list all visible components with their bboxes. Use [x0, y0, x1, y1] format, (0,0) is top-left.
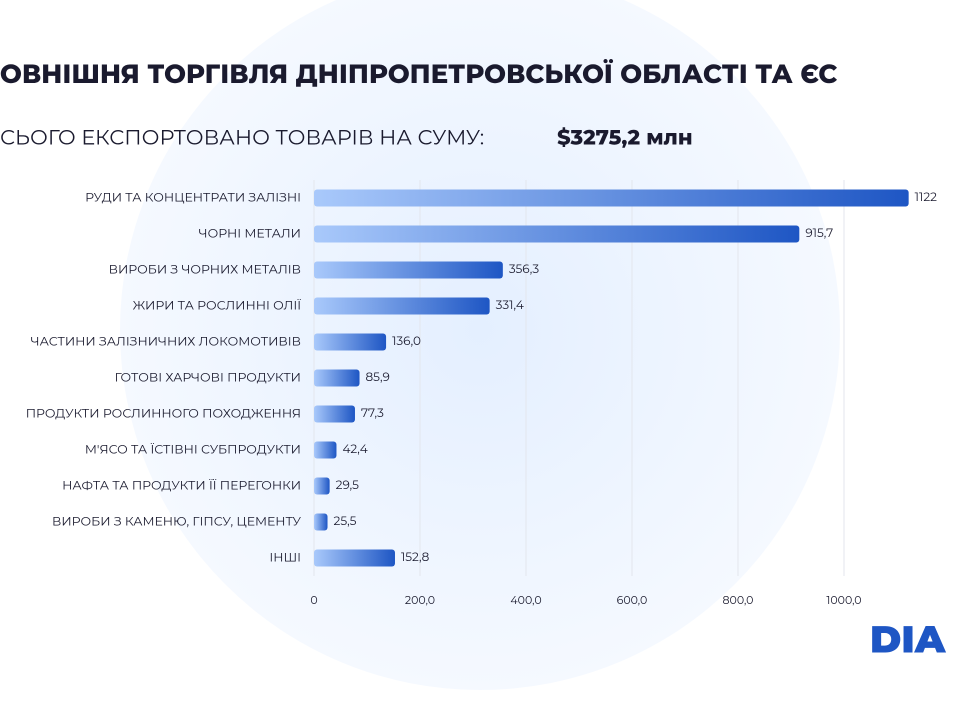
x-tick-label: 1000,0	[826, 593, 861, 607]
y-tick-label: ЧАСТИНИ ЗАЛІЗНИЧНИХ ЛОКОМОТИВІВ	[31, 334, 301, 349]
value-label: 25,5	[334, 514, 357, 529]
x-tick-label: 400,0	[510, 593, 541, 607]
bar	[314, 369, 360, 387]
y-tick-label: ІНШІ	[269, 550, 301, 565]
y-tick-label: ЧОРНІ МЕТАЛИ	[199, 226, 301, 241]
value-label: 85,9	[366, 370, 390, 385]
bar	[314, 513, 328, 531]
bar	[314, 297, 490, 315]
x-tick-label: 200,0	[405, 593, 435, 607]
x-tick-label: 800,0	[723, 593, 754, 607]
x-tick-label: 600,0	[617, 593, 648, 607]
chart-title: ОВНІШНЯ ТОРГІВЛЯ ДНІПРОПЕТРОВСЬКОЇ ОБЛАС…	[0, 58, 837, 90]
x-tick-label: 0	[310, 593, 317, 607]
value-label: 77,3	[361, 406, 384, 421]
value-label: 152,8	[401, 550, 430, 565]
value-label: 356,3	[509, 262, 540, 277]
bar	[314, 225, 800, 243]
y-tick-label: НАФТА ТА ПРОДУКТИ ЇЇ ПЕРЕГОНКИ	[62, 478, 301, 493]
value-label: 1122	[915, 190, 937, 205]
bar	[314, 405, 355, 423]
bar	[314, 441, 337, 459]
bar	[314, 261, 503, 279]
y-tick-label: М'ЯСО ТА ЇСТІВНІ СУБПРОДУКТИ	[85, 442, 301, 457]
background-circle	[120, 0, 840, 690]
value-label: 915,7	[805, 226, 833, 241]
bar	[314, 477, 330, 495]
y-tick-label: ВИРОБИ З КАМЕНЮ, ГІПСУ, ЦЕМЕНТУ	[52, 514, 301, 529]
y-tick-label: ПРОДУКТИ РОСЛИННОГО ПОХОДЖЕННЯ	[26, 406, 301, 421]
y-tick-label: РУДИ ТА КОНЦЕНТРАТИ ЗАЛІЗНІ	[85, 190, 301, 205]
bar	[314, 549, 395, 567]
value-label: 42,4	[342, 442, 367, 457]
value-label: 29,5	[336, 478, 360, 493]
subtitle: СЬОГО ЕКСПОРТОВАНО ТОВАРІВ НА СУМУ:	[0, 126, 484, 151]
value-label: 136,0	[392, 334, 421, 349]
y-tick-label: ЖИРИ ТА РОСЛИННІ ОЛІЇ	[133, 298, 302, 313]
y-tick-label: ВИРОБИ З ЧОРНИХ МЕТАЛІВ	[109, 262, 301, 277]
subtitle-value: $3275,2 млн	[557, 126, 693, 151]
value-label: 331,4	[496, 298, 524, 313]
logo: DIA	[870, 615, 947, 662]
y-tick-label: ГОТОВІ ХАРЧОВІ ПРОДУКТИ	[115, 370, 301, 385]
bar	[314, 333, 387, 351]
bar	[314, 189, 909, 207]
